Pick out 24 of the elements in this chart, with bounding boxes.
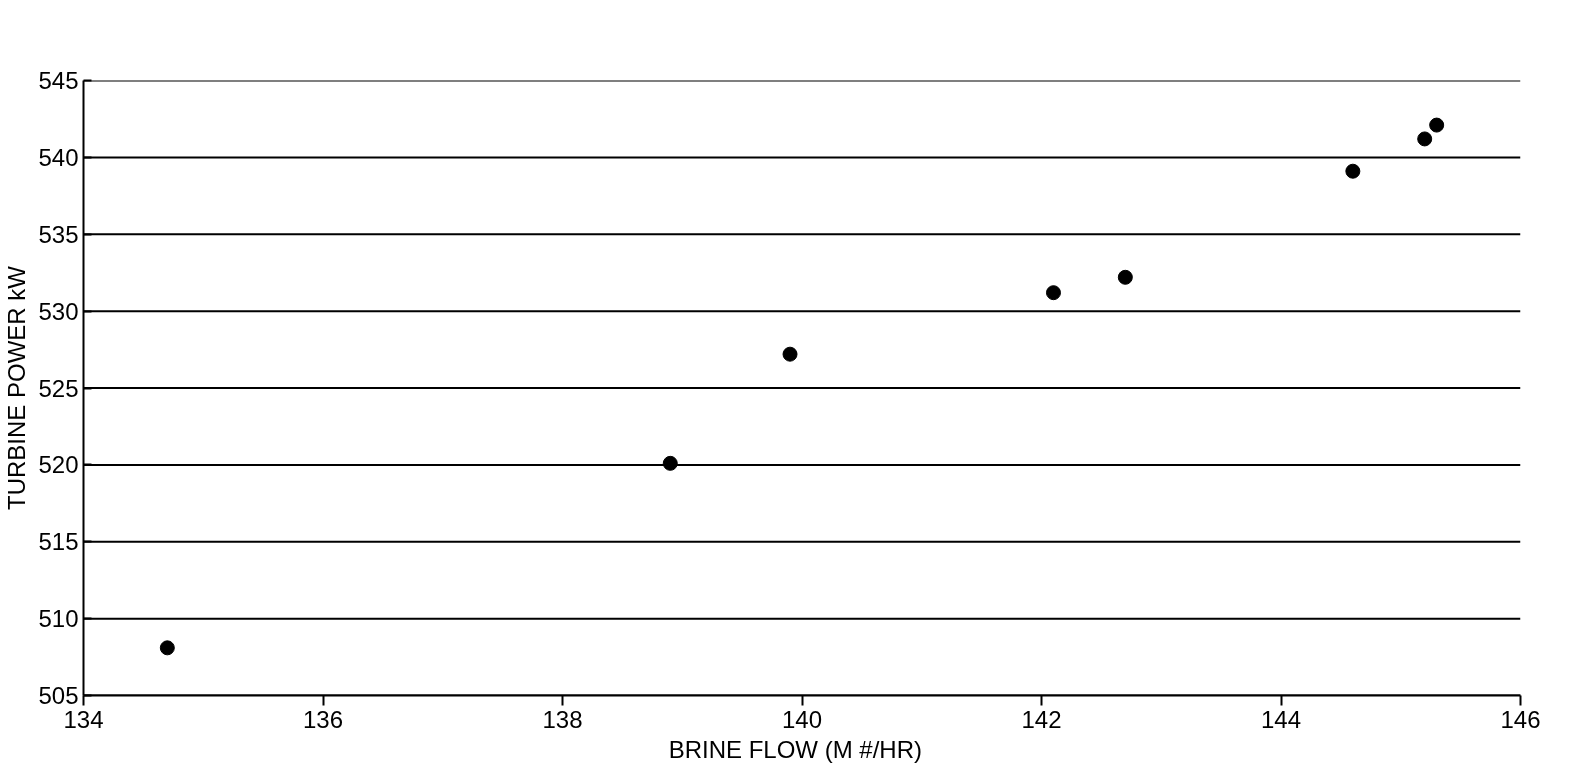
x-tick-label: 140 [781,705,823,733]
point [1429,117,1445,133]
point [1417,131,1433,147]
point [159,640,175,656]
point [1117,269,1133,285]
point [662,455,678,471]
x-axis-title: BRINE FLOW (M #/HR) [668,735,923,763]
x-tick-label: 142 [1021,705,1062,733]
point [1345,163,1361,179]
y-axis-title: TURBINE POWER kW [3,265,31,510]
x-tick-label: 136 [302,705,344,733]
point [1045,285,1061,301]
y-tick-label: 515 [38,528,79,556]
point [782,346,798,362]
x-tick-label: 138 [542,705,583,733]
y-tick-label: 520 [38,451,79,479]
x-tick-label: 146 [1500,705,1541,733]
y-tick-label: 540 [38,143,79,171]
y-tick-label: 525 [38,374,79,402]
y-tick-label: 535 [38,220,79,248]
x-tick-label: 144 [1260,705,1302,733]
y-tick-label: 530 [38,297,79,325]
y-tick-label: 545 [38,67,79,94]
y-tick-label: 510 [38,605,79,633]
